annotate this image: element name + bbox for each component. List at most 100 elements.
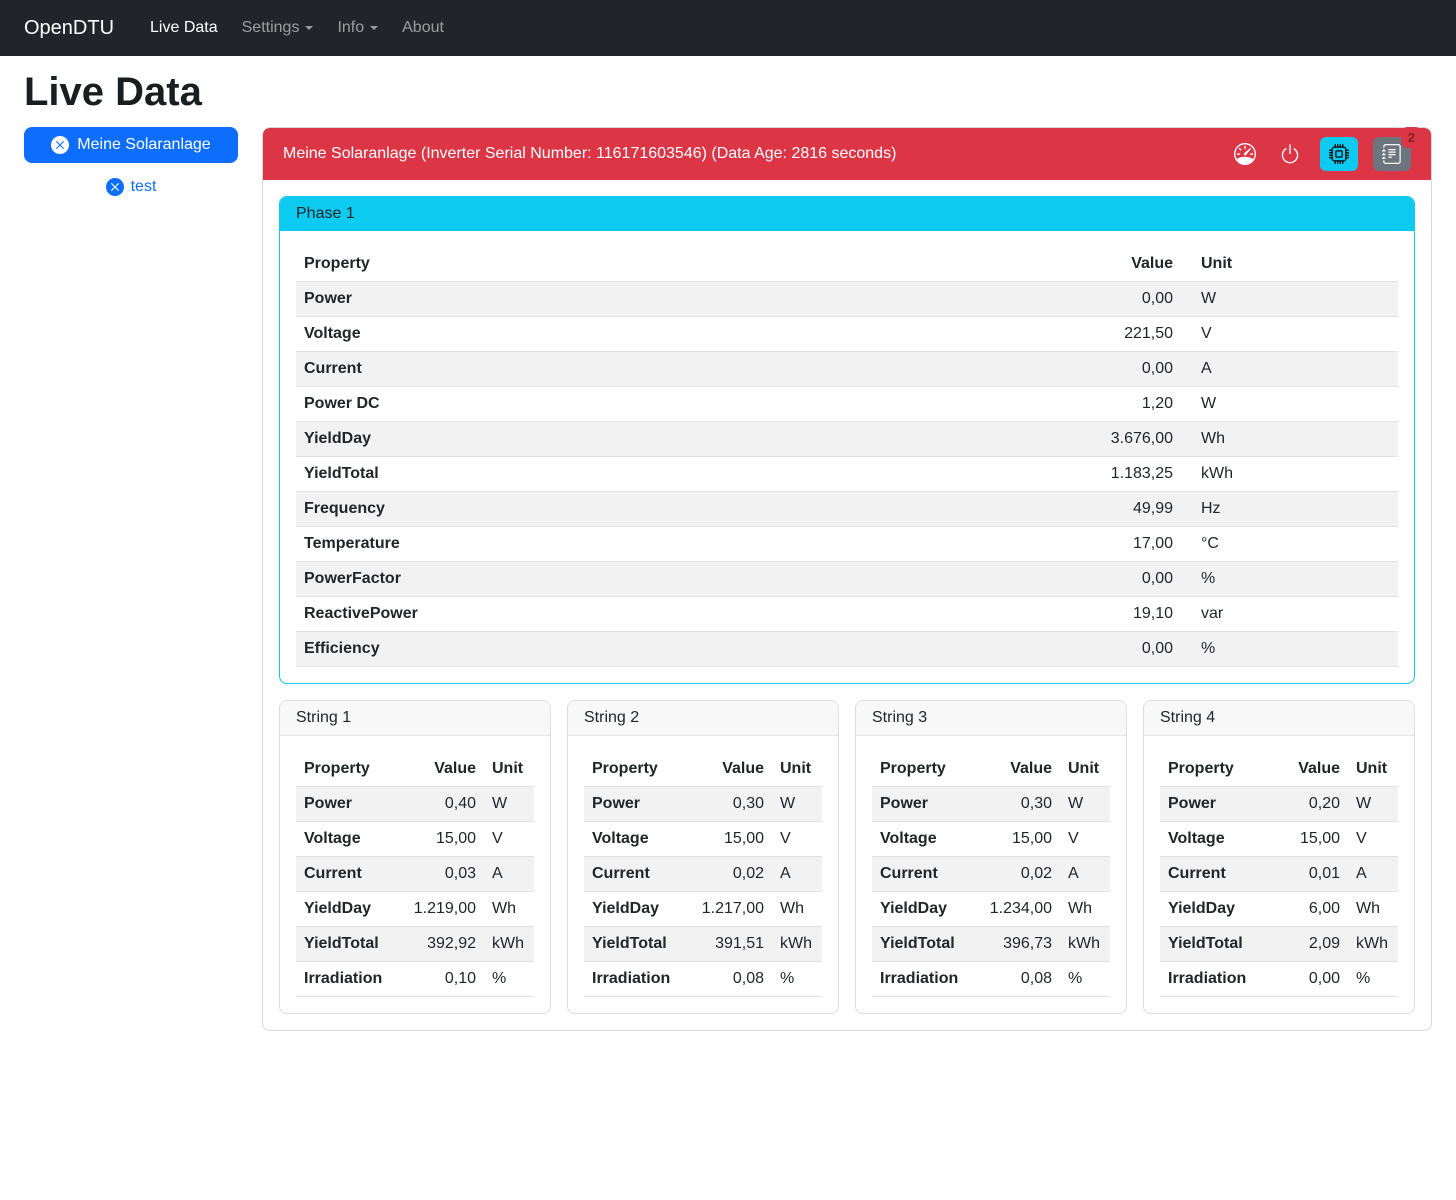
table-row: Irradiation 0,08% (584, 961, 822, 997)
property-cell: Power (872, 786, 976, 822)
unit-cell: Hz (1193, 491, 1398, 527)
property-cell: YieldDay (1160, 891, 1264, 927)
event-log-button[interactable]: 2 (1373, 127, 1422, 171)
phase-card-title: Phase 1 (280, 197, 1414, 231)
column-header-property: Property (584, 752, 688, 787)
column-header-value: Value (400, 752, 484, 787)
property-cell: Current (872, 856, 976, 892)
value-cell: 15,00 (1264, 821, 1348, 857)
table-row: YieldDay 1.234,00 Wh (872, 891, 1110, 927)
property-cell: YieldDay (584, 891, 688, 927)
unit-cell: % (1348, 961, 1398, 997)
property-cell: YieldDay (296, 891, 400, 927)
speedometer-icon (1234, 143, 1256, 165)
unit-cell: A (484, 856, 534, 892)
page-title: Live Data (24, 70, 202, 114)
unit-cell: V (1193, 316, 1398, 352)
value-cell: 2,09 (1264, 926, 1348, 962)
property-cell: Irradiation (872, 961, 976, 997)
table-row: Current 0,00 A (296, 351, 1398, 387)
value-cell: 221,50 (1073, 316, 1193, 352)
unit-cell: % (772, 961, 822, 997)
column-header-value: Value (976, 752, 1060, 787)
value-cell: 0,00 (1264, 961, 1348, 997)
column-header-property: Property (296, 247, 1073, 282)
property-cell: YieldTotal (1160, 926, 1264, 962)
unit-cell: % (1193, 631, 1398, 667)
chevron-down-icon (305, 26, 314, 30)
property-cell: Voltage (1160, 821, 1264, 857)
navbar: OpenDTU Live Data Settings Info About (0, 0, 1456, 56)
unit-cell: °C (1193, 526, 1398, 562)
value-cell: 15,00 (688, 821, 772, 857)
brand-opendtu[interactable]: OpenDTU (24, 16, 115, 39)
table-header-row: Property Value Unit (1160, 752, 1398, 787)
limit-settings-button[interactable] (1230, 139, 1260, 169)
strings-row: String 1 (279, 700, 1415, 1014)
table-header-row: Property Value Unit (296, 247, 1398, 282)
table-row: Irradiation 0,00% (1160, 961, 1398, 997)
nav-item-live-data[interactable]: Live Data (142, 11, 226, 45)
inverter-button-label: Meine Solaranlage (77, 136, 211, 153)
phase-card: Phase 1 Property Value (279, 196, 1415, 684)
unit-cell: W (772, 786, 822, 822)
value-cell: 3.676,00 (1073, 421, 1193, 457)
table-row: Power 0,30 W (872, 786, 1110, 822)
inverter-button-test[interactable]: test (100, 177, 163, 197)
nav-item-label: About (402, 19, 444, 36)
string-card-body: Property Value Unit Power 0,30 W Voltage 15,… (856, 736, 1126, 997)
property-cell: YieldDay (296, 421, 1073, 457)
inverter-card: Meine Solaranlage (Inverter Serial Numbe… (262, 127, 1432, 1031)
column-header-property: Property (296, 752, 400, 787)
value-cell: 0,02 (688, 856, 772, 892)
value-cell: 1.234,00 (976, 891, 1060, 927)
table-row: Irradiation 0,10% (296, 961, 534, 997)
unit-cell: Wh (772, 891, 822, 927)
device-info-button[interactable] (1320, 137, 1358, 171)
unit-cell: Wh (1348, 891, 1398, 927)
table-row: YieldDay 3.676,00 Wh (296, 421, 1398, 457)
property-cell: Efficiency (296, 631, 1073, 667)
inverter-card-header: Meine Solaranlage (Inverter Serial Numbe… (263, 127, 1431, 180)
string-table: Property Value Unit Power 0,30 W Voltage 15,… (584, 752, 822, 997)
nav-item-settings[interactable]: Settings (234, 11, 322, 45)
table-row: Frequency 49,99 Hz (296, 491, 1398, 527)
table-header-row: Property Value Unit (296, 752, 534, 787)
power-button[interactable] (1275, 139, 1305, 169)
value-cell: 15,00 (976, 821, 1060, 857)
nav-item-label: Settings (241, 19, 300, 36)
x-circle-icon (51, 136, 70, 154)
unit-cell: % (1060, 961, 1110, 997)
table-row: YieldTotal 392,92 kWh (296, 926, 534, 962)
unit-cell: W (1348, 786, 1398, 822)
table-row: PowerFactor 0,00% (296, 561, 1398, 597)
column-header-unit: Unit (772, 752, 822, 787)
x-circle-icon (105, 178, 124, 196)
unit-cell: V (484, 821, 534, 857)
table-row: Voltage 221,50 V (296, 316, 1398, 352)
table-row: Power 0,00 W (296, 281, 1398, 317)
property-cell: Power (584, 786, 688, 822)
nav-item-about[interactable]: About (394, 11, 452, 45)
table-row: Current 0,02 A (584, 856, 822, 892)
inverter-selector: Meine Solaranlage test (24, 127, 238, 197)
property-cell: Current (296, 856, 400, 892)
unit-cell: Wh (1060, 891, 1110, 927)
cpu-icon (1329, 144, 1349, 164)
unit-cell: W (1060, 786, 1110, 822)
inverter-button-meine-solaranlage[interactable]: Meine Solaranlage (24, 127, 238, 163)
string-table: Property Value Unit Power 0,30 W Voltage 15,… (872, 752, 1110, 997)
table-row: Voltage 15,00 V (296, 821, 534, 857)
table-row: YieldDay 1.219,00 Wh (296, 891, 534, 927)
column-header-unit: Unit (484, 752, 534, 787)
nav-item-info[interactable]: Info (329, 11, 386, 45)
table-row: ReactivePower 19,10 var (296, 596, 1398, 632)
value-cell: 1.217,00 (688, 891, 772, 927)
string-card: String 2 (567, 700, 839, 1014)
table-header-row: Property Value Unit (872, 752, 1110, 787)
property-cell: Voltage (296, 821, 400, 857)
inverter-card-actions: 2 (1230, 127, 1422, 171)
column-header-value: Value (688, 752, 772, 787)
value-cell: 1,20 (1073, 386, 1193, 422)
value-cell: 0,30 (976, 786, 1060, 822)
